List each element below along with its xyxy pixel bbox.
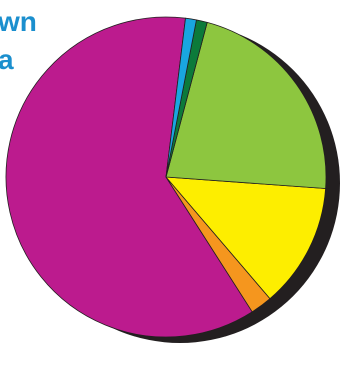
chart-title-line-2: a <box>0 44 14 75</box>
pie-slice-3 <box>165 176 326 300</box>
chart-title-line-1: wn <box>0 6 37 37</box>
pie-slice-1 <box>5 16 253 338</box>
pie-slice-6 <box>165 17 197 178</box>
pie-slices <box>5 16 327 338</box>
pie-slice-4 <box>165 21 327 189</box>
